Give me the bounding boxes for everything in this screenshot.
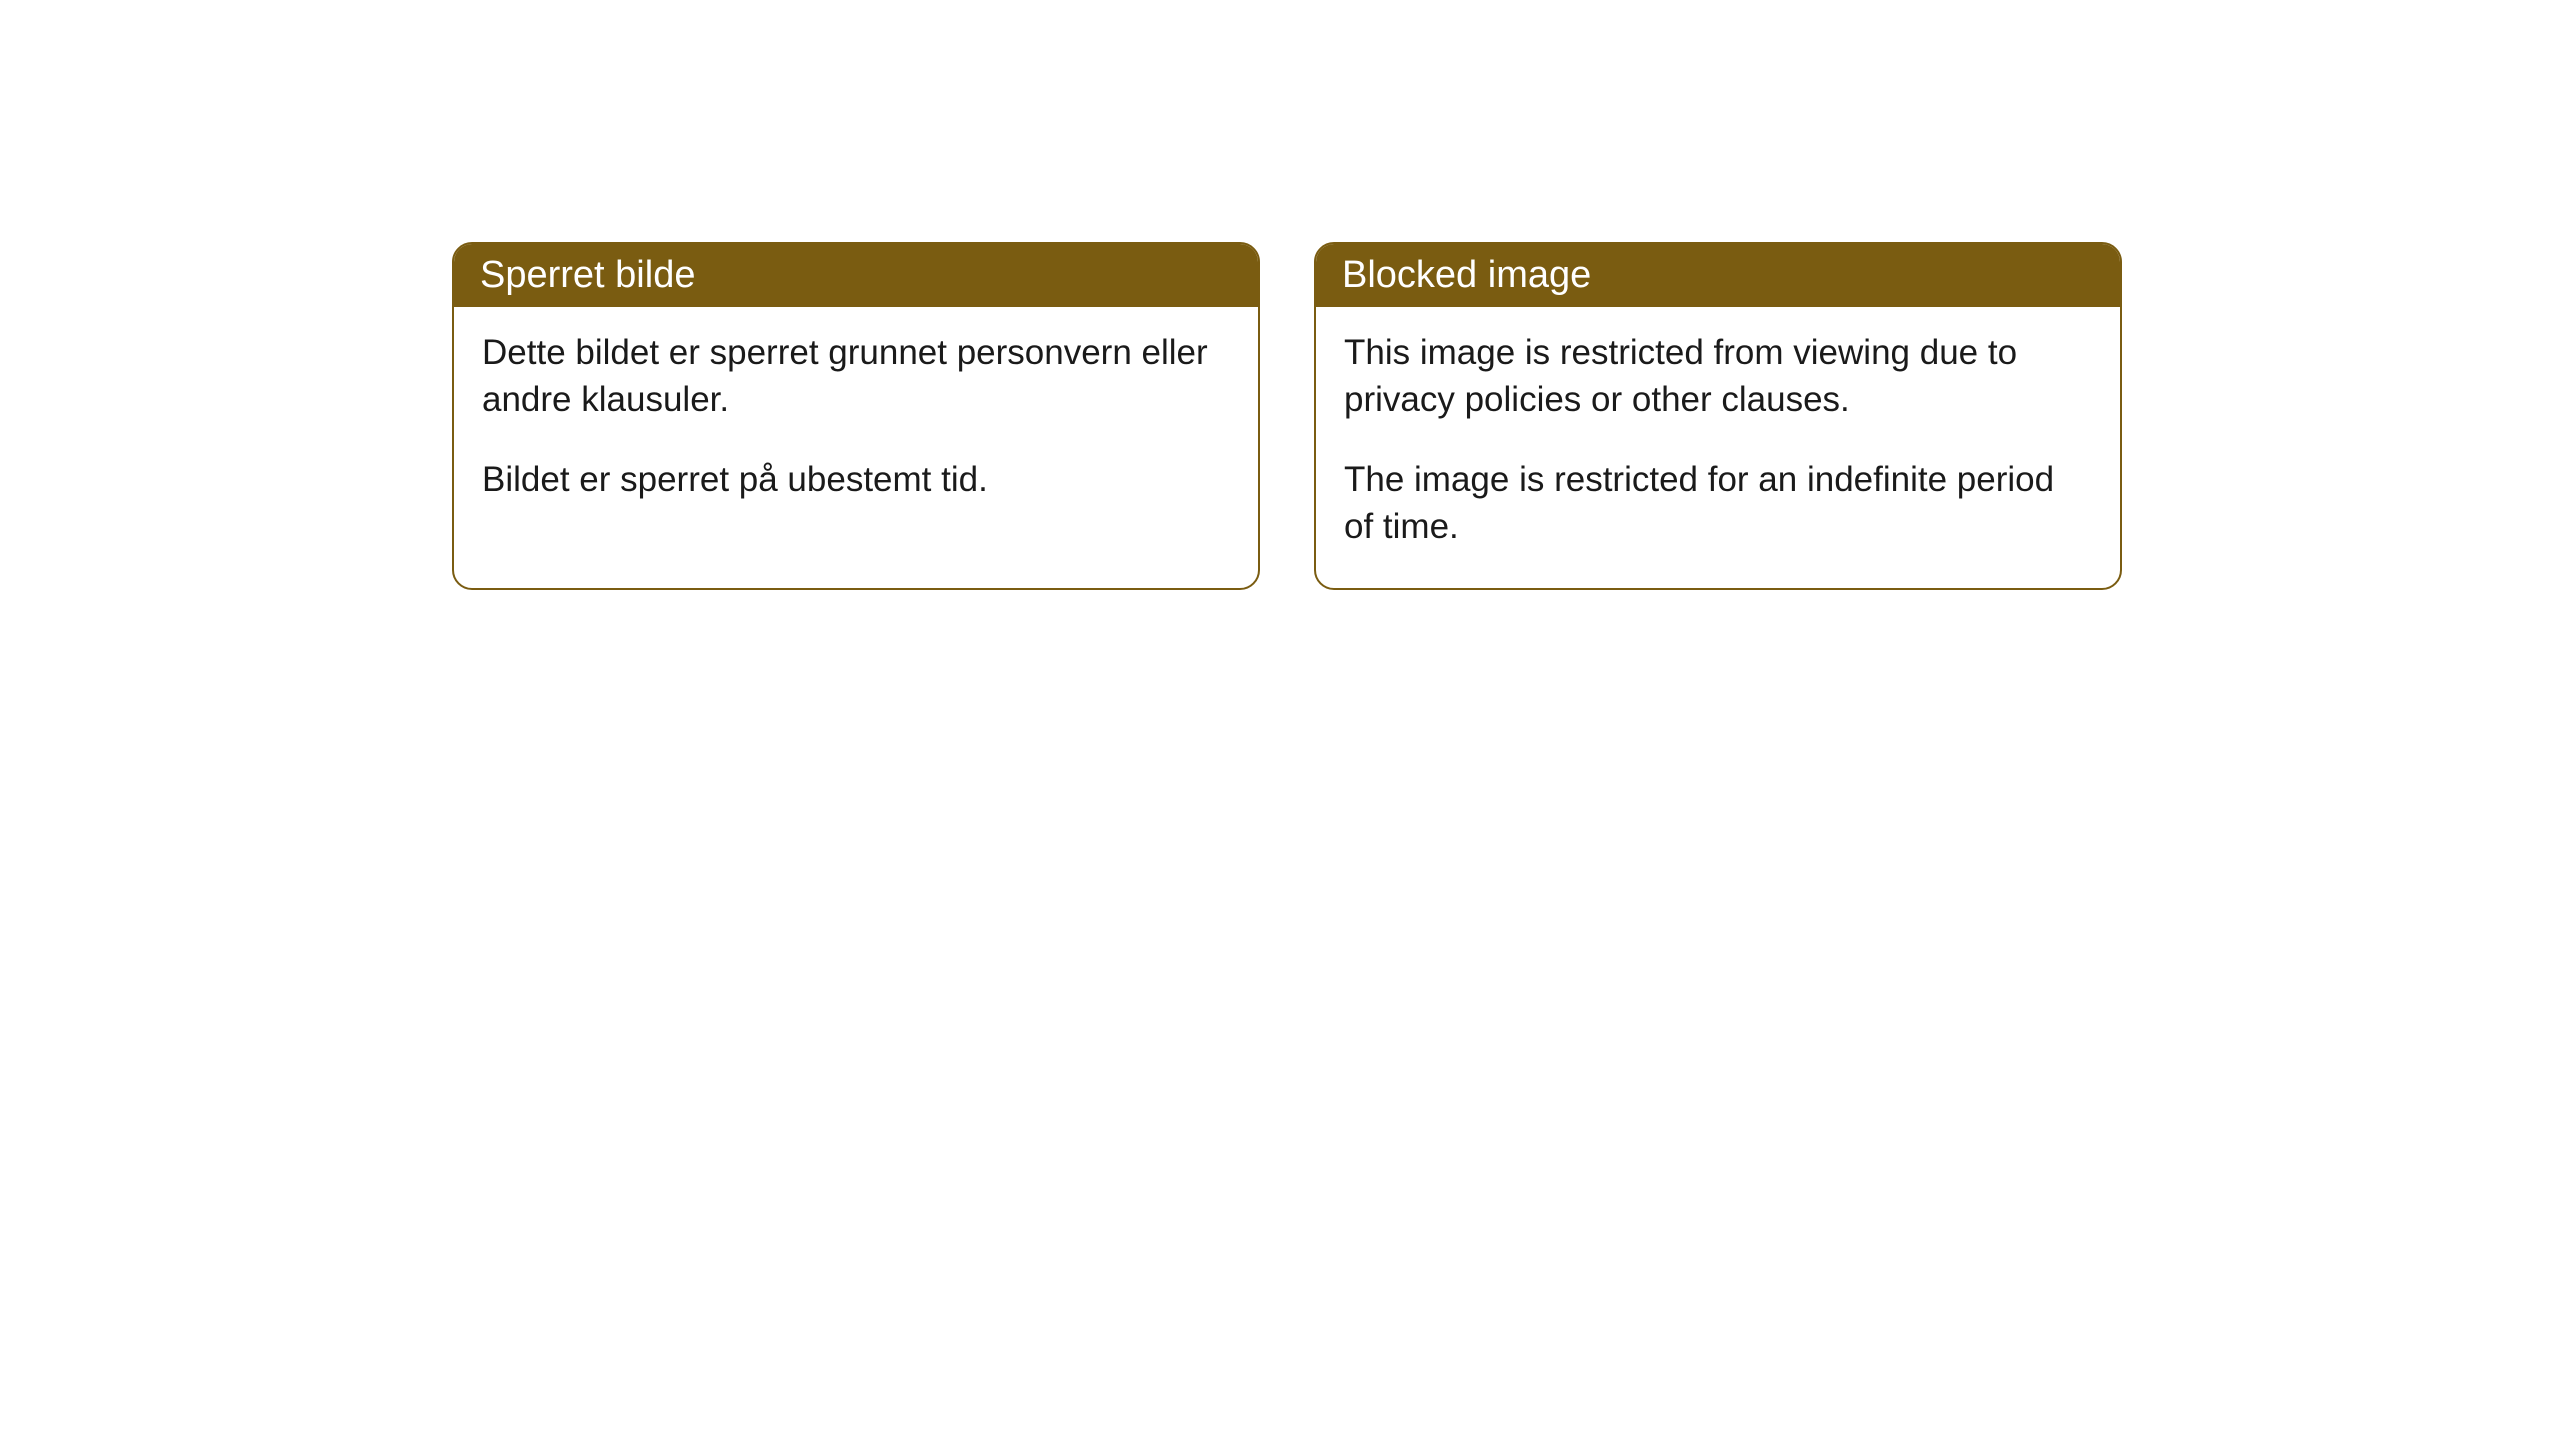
card-header-english: Blocked image xyxy=(1316,244,2120,307)
card-body-english: This image is restricted from viewing du… xyxy=(1316,307,2120,588)
card-text-english-2: The image is restricted for an indefinit… xyxy=(1344,456,2092,551)
card-text-english-1: This image is restricted from viewing du… xyxy=(1344,329,2092,424)
blocked-image-card-norwegian: Sperret bilde Dette bildet er sperret gr… xyxy=(452,242,1260,590)
card-header-norwegian: Sperret bilde xyxy=(454,244,1258,307)
card-text-norwegian-2: Bildet er sperret på ubestemt tid. xyxy=(482,456,1230,503)
blocked-image-card-english: Blocked image This image is restricted f… xyxy=(1314,242,2122,590)
card-text-norwegian-1: Dette bildet er sperret grunnet personve… xyxy=(482,329,1230,424)
card-title-norwegian: Sperret bilde xyxy=(480,254,695,296)
cards-container: Sperret bilde Dette bildet er sperret gr… xyxy=(0,0,2560,590)
card-title-english: Blocked image xyxy=(1342,254,1591,296)
card-body-norwegian: Dette bildet er sperret grunnet personve… xyxy=(454,307,1258,541)
